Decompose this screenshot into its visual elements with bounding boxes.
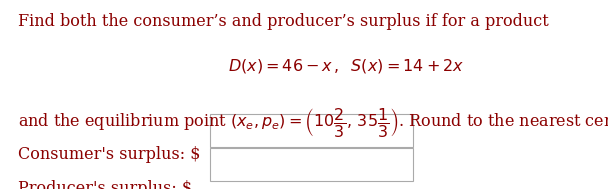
- Text: $D(x) = 46 - x\,,\;\;  S(x) = 14 + 2x$: $D(x) = 46 - x\,,\;\; S(x) = 14 + 2x$: [229, 57, 465, 75]
- Text: Producer's surplus: $: Producer's surplus: $: [18, 180, 192, 189]
- Text: Find both the consumer’s and producer’s surplus if for a product: Find both the consumer’s and producer’s …: [18, 13, 549, 30]
- Text: and the equilibrium point $(x_e, p_e) = \left(10\dfrac{2}{3},\, 35\dfrac{1}{3}\r: and the equilibrium point $(x_e, p_e) = …: [18, 106, 608, 139]
- Bar: [210, 148, 413, 181]
- Bar: [210, 114, 413, 147]
- Text: Consumer's surplus: $: Consumer's surplus: $: [18, 146, 201, 163]
